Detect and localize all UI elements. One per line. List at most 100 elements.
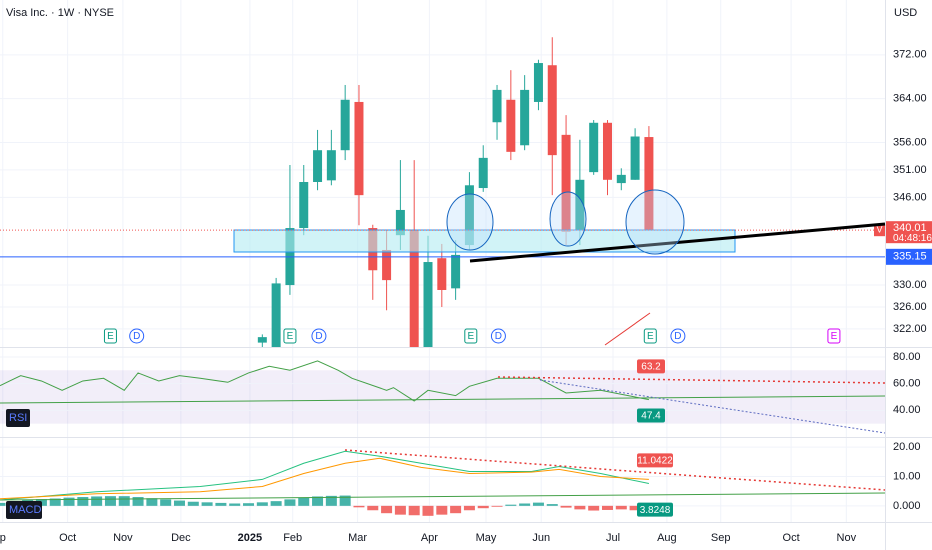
event-marker [643,328,657,344]
highlight-circle [625,189,685,255]
y-tick-label: 0.000 [893,500,921,512]
candle-body [271,283,281,347]
candle-body [382,249,392,281]
event-label: D [495,331,502,342]
event-marker [311,328,327,344]
histogram-bar [381,505,393,514]
last-price-label: 340.01 [893,222,927,234]
x-tick-label: Feb [283,532,302,544]
chart-title: Visa Inc. · 1W · NYSE [6,7,114,19]
rsi-trend [0,395,886,404]
histogram-bar [463,505,475,511]
x-tick-label: Oct [783,532,800,544]
histogram-bar [408,505,420,516]
histogram-bar [615,505,627,510]
zone-box [233,229,736,253]
histogram-bar [229,503,241,506]
candle-body [616,174,626,184]
rsi-line [0,360,650,402]
histogram-bar [574,505,586,510]
event-label: E [287,331,294,342]
y-tick-label: 60.00 [893,378,921,390]
candle-body [630,136,640,180]
y-tick-label: 364.00 [893,93,927,105]
pane-label-box [6,409,30,427]
histogram-bar [63,497,75,506]
y-tick-label: 356.00 [893,136,927,148]
candle-body [340,99,350,151]
y-tick-label: 372.00 [893,49,927,61]
signal-line [0,457,649,500]
event-marker [464,328,478,344]
event-label: E [107,331,114,342]
histogram-bar [325,495,337,506]
candle-body [464,185,474,246]
candle-body [589,122,599,173]
candle-body [561,134,571,232]
event-label: E [467,331,474,342]
histogram-bar [629,505,641,511]
x-tick-label: Jul [606,532,620,544]
highlight-circle [446,193,494,251]
histogram-bar [215,502,227,506]
event-label: D [133,331,140,342]
x-tick-label: Jun [532,532,550,544]
candle-body [602,122,612,180]
candle-body [644,137,654,231]
y-tick-label: 330.00 [893,279,927,291]
candle-body [451,254,461,289]
histogram-bar [270,501,282,506]
event-label: D [315,331,322,342]
histogram-bar [394,505,406,515]
histogram-bar [91,496,103,506]
y-tick-label: 346.00 [893,191,927,203]
pane-label: RSI [9,412,27,424]
value-label: 3.8248 [640,505,671,516]
x-tick-label: Dec [171,532,191,544]
candle-body [395,209,405,236]
macd-pane [0,438,885,522]
candle-body [409,230,419,347]
histogram-bar [505,504,517,506]
histogram-bar [450,505,462,514]
histogram-bar [243,503,255,506]
candle-body [299,181,309,229]
histogram-bar [601,505,613,510]
event-marker [490,328,506,344]
event-marker [827,328,841,344]
x-tick-label: May [476,532,497,544]
histogram-bar [546,504,558,506]
event-label: E [831,331,838,342]
value-label: 11.0422 [637,456,673,467]
histogram-bar [146,498,158,506]
histogram-bar [532,502,544,506]
histogram-bar [160,499,172,506]
level-box [886,248,932,265]
histogram-bar [132,497,144,506]
event-label: E [647,331,654,342]
histogram-bar [560,505,572,508]
currency: USD [894,7,917,19]
pane-label-box [6,501,42,519]
histogram-bar [339,495,351,506]
histogram-bar [298,497,310,506]
overlay [0,189,886,501]
countdown-label: 04:48:16 [893,233,932,244]
histogram-bar [422,505,434,516]
level-label: 335.15 [893,251,927,263]
histogram-bar [436,505,448,515]
macd-trend [344,449,886,491]
macd-trend [0,492,886,501]
x-tick-label: Nov [113,532,133,544]
candle-body [354,101,364,196]
histogram-bar [353,505,365,508]
event-marker [103,328,117,344]
histogram-bar [491,505,503,507]
value-label: 47.4 [641,411,661,422]
y-tick-label: 40.00 [893,404,921,416]
value-box [637,453,673,468]
candle-body [437,258,447,290]
x-tick-label: p [0,532,6,544]
x-tick-label: Oct [59,532,76,544]
